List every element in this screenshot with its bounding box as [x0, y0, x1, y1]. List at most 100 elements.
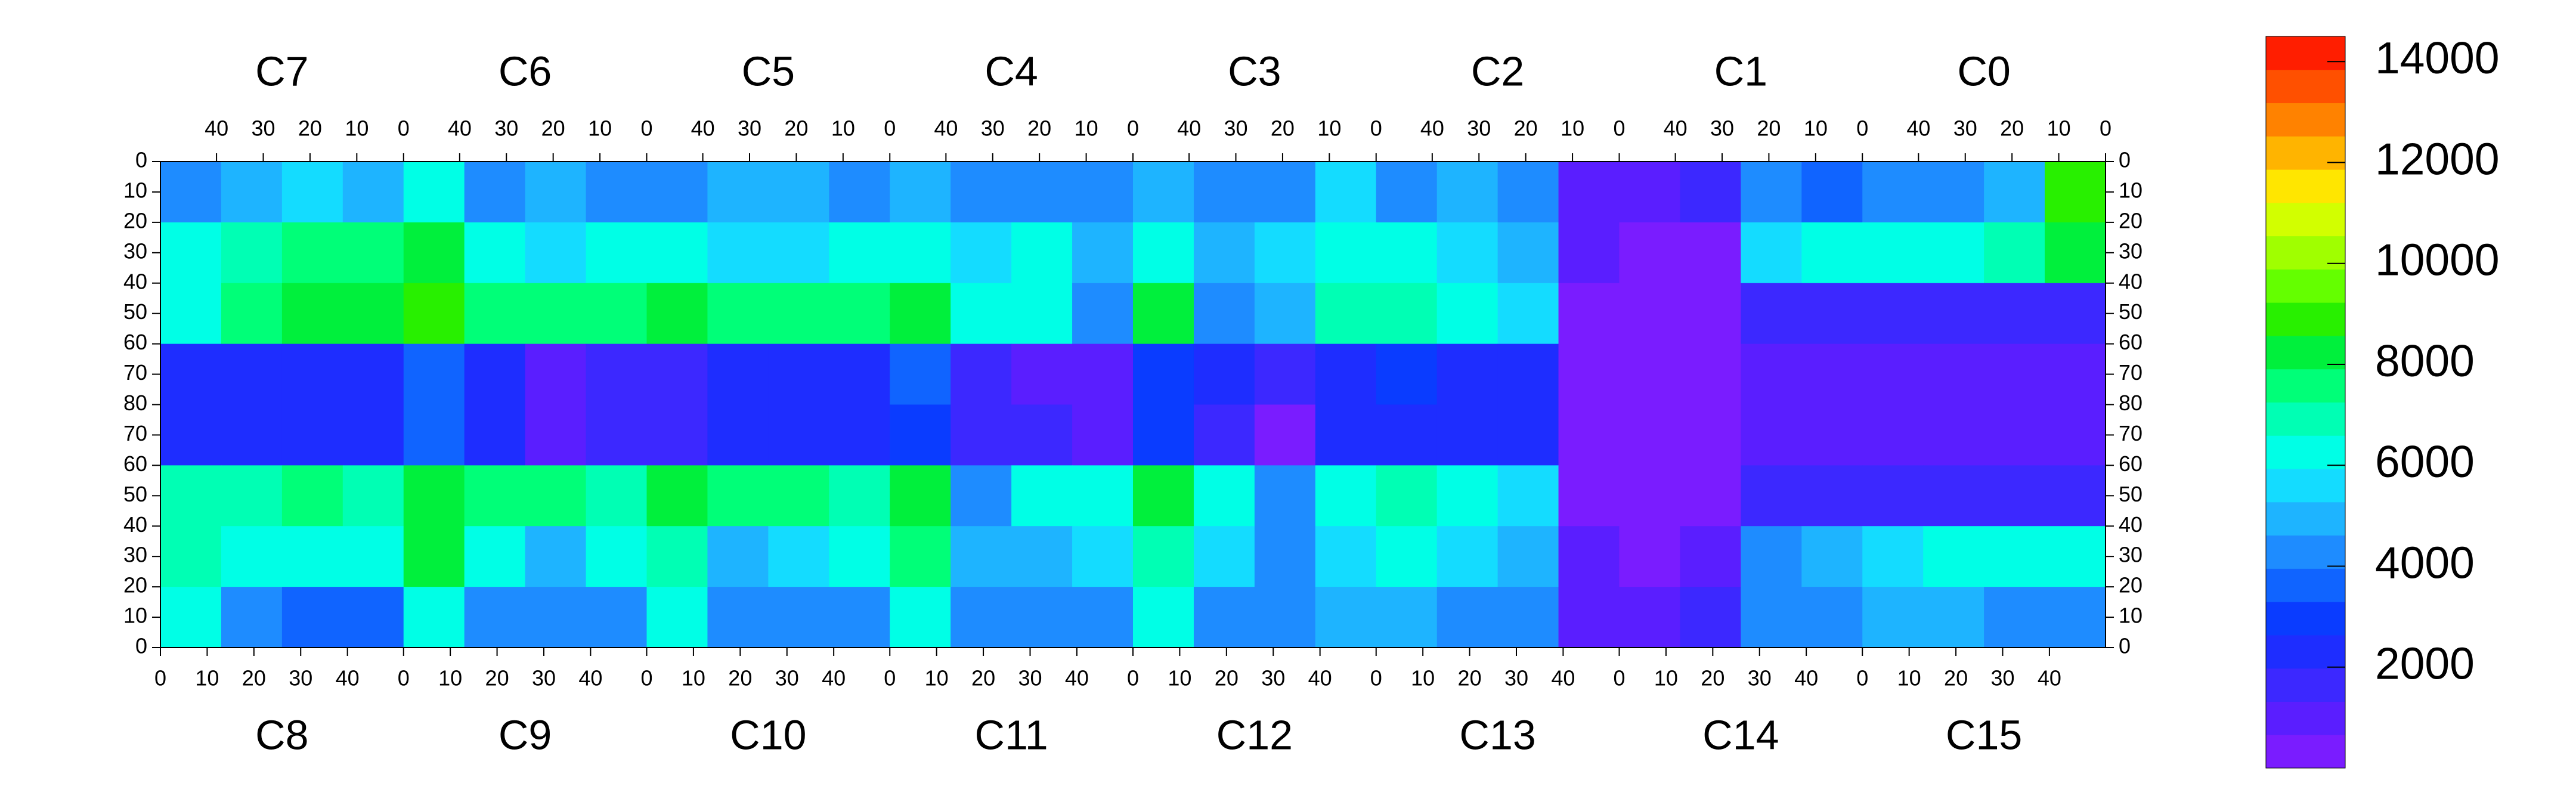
colorbar-band	[2266, 236, 2345, 270]
y-tick-label: 50	[123, 482, 147, 506]
heatmap-cell	[646, 526, 708, 587]
colorbar-tick-label: 2000	[2375, 639, 2475, 689]
heatmap-cell	[1619, 162, 1680, 223]
heatmap-cell	[890, 343, 951, 405]
heatmap-cell	[586, 465, 647, 527]
x-tick-label: 30	[1990, 666, 2014, 691]
heatmap-cell	[1254, 526, 1316, 587]
heatmap-cell	[950, 343, 1012, 405]
heatmap-cell	[525, 465, 587, 527]
heatmap-cell	[342, 162, 404, 223]
heatmap-cell	[1923, 162, 1984, 223]
y-tick-label: 20	[123, 573, 147, 598]
heatmap-cell	[1133, 526, 1194, 587]
x-tick-label: 40	[336, 666, 360, 691]
x-tick-label: 30	[1018, 666, 1042, 691]
x-tick-label: 40	[822, 666, 846, 691]
heatmap-cell	[221, 404, 283, 466]
heatmap-cell	[1558, 587, 1620, 648]
heatmap-cell	[281, 343, 343, 405]
heatmap-cell	[1862, 222, 1924, 284]
heatmap-cell	[1254, 587, 1316, 648]
x-tick-label: 10	[925, 666, 949, 691]
heatmap-cell	[768, 404, 829, 466]
chip-label: C11	[975, 711, 1048, 758]
x-tick-label: 10	[345, 116, 369, 141]
chip-label: C4	[984, 48, 1038, 94]
x-tick-label: 40	[691, 116, 715, 141]
heatmap-cell	[646, 404, 708, 466]
heatmap-cell	[707, 465, 769, 527]
heatmap-cell	[1315, 526, 1377, 587]
heatmap-cell	[890, 404, 951, 466]
x-tick-label: 10	[195, 666, 219, 691]
chip-label: C14	[1702, 711, 1779, 758]
heatmap-cell	[1254, 343, 1316, 405]
heatmap-cell	[1801, 162, 1863, 223]
x-tick-label: 0	[1127, 116, 1139, 141]
heatmap-cell	[160, 526, 222, 587]
heatmap-cell	[1862, 526, 1924, 587]
chip-label: C15	[1946, 711, 2022, 758]
heatmap-cell	[646, 465, 708, 527]
heatmap-cell	[281, 222, 343, 284]
colorbar-band	[2266, 535, 2345, 569]
colorbar-band	[2266, 103, 2345, 137]
colorbar-band	[2266, 69, 2345, 104]
heatmap-cell	[1558, 162, 1620, 223]
colorbar-band	[2266, 735, 2345, 769]
heatmap-cell	[1801, 222, 1863, 284]
heatmap-cell	[1376, 283, 1438, 345]
y-tick-label: 40	[123, 269, 147, 293]
heatmap-cell	[950, 526, 1012, 587]
heatmap-cell	[525, 283, 587, 345]
heatmap-cell	[1984, 526, 2045, 587]
x-tick-label: 40	[2038, 666, 2061, 691]
heatmap-cell	[1984, 465, 2045, 527]
heatmap-cell	[1072, 343, 1134, 405]
heatmap-cell	[1436, 162, 1498, 223]
colorbar-band	[2266, 402, 2345, 436]
x-tick-label: 20	[1271, 116, 1295, 141]
y-tick-label: 10	[2119, 603, 2142, 628]
heatmap-cell	[1619, 283, 1680, 345]
y-tick-label: 80	[123, 391, 147, 415]
heatmap-cell	[1497, 587, 1559, 648]
chip-label: C12	[1216, 711, 1293, 758]
heatmap-cell	[221, 222, 283, 284]
x-tick-label: 10	[682, 666, 705, 691]
x-tick-label: 0	[2100, 116, 2111, 141]
x-tick-label: 30	[532, 666, 556, 691]
x-tick-label: 40	[1551, 666, 1575, 691]
x-tick-label: 0	[884, 116, 896, 141]
x-tick-label: 0	[398, 116, 410, 141]
heatmap-cell	[1497, 343, 1559, 405]
heatmap-cell	[281, 404, 343, 466]
heatmap-cell	[890, 587, 951, 648]
heatmap-cell	[403, 162, 465, 223]
colorbar-band	[2266, 634, 2345, 669]
heatmap-cell	[890, 283, 951, 345]
y-tick-label: 30	[2119, 543, 2142, 567]
colorbar-band	[2266, 668, 2345, 702]
heatmap-cell	[1862, 343, 1924, 405]
heatmap-cell	[160, 162, 222, 223]
heatmap-cell	[342, 283, 404, 345]
heatmap-cell	[1619, 465, 1680, 527]
heatmap-cell	[1072, 526, 1134, 587]
heatmap-cell	[646, 343, 708, 405]
heatmap-cell	[2045, 526, 2106, 587]
x-tick-label: 30	[1953, 116, 1977, 141]
colorbar-tick-label: 6000	[2375, 436, 2475, 487]
heatmap-cell	[1193, 465, 1255, 527]
heatmap-cell	[1680, 162, 1741, 223]
heatmap-cell	[464, 404, 526, 466]
x-tick-label: 40	[1906, 116, 1930, 141]
heatmap-cell	[1315, 162, 1377, 223]
heatmap-cell	[890, 526, 951, 587]
heatmap-cell	[768, 283, 829, 345]
heatmap-cell	[525, 343, 587, 405]
colorbar-band	[2266, 169, 2345, 203]
heatmap-cell	[707, 526, 769, 587]
heatmap-cell	[829, 587, 890, 648]
